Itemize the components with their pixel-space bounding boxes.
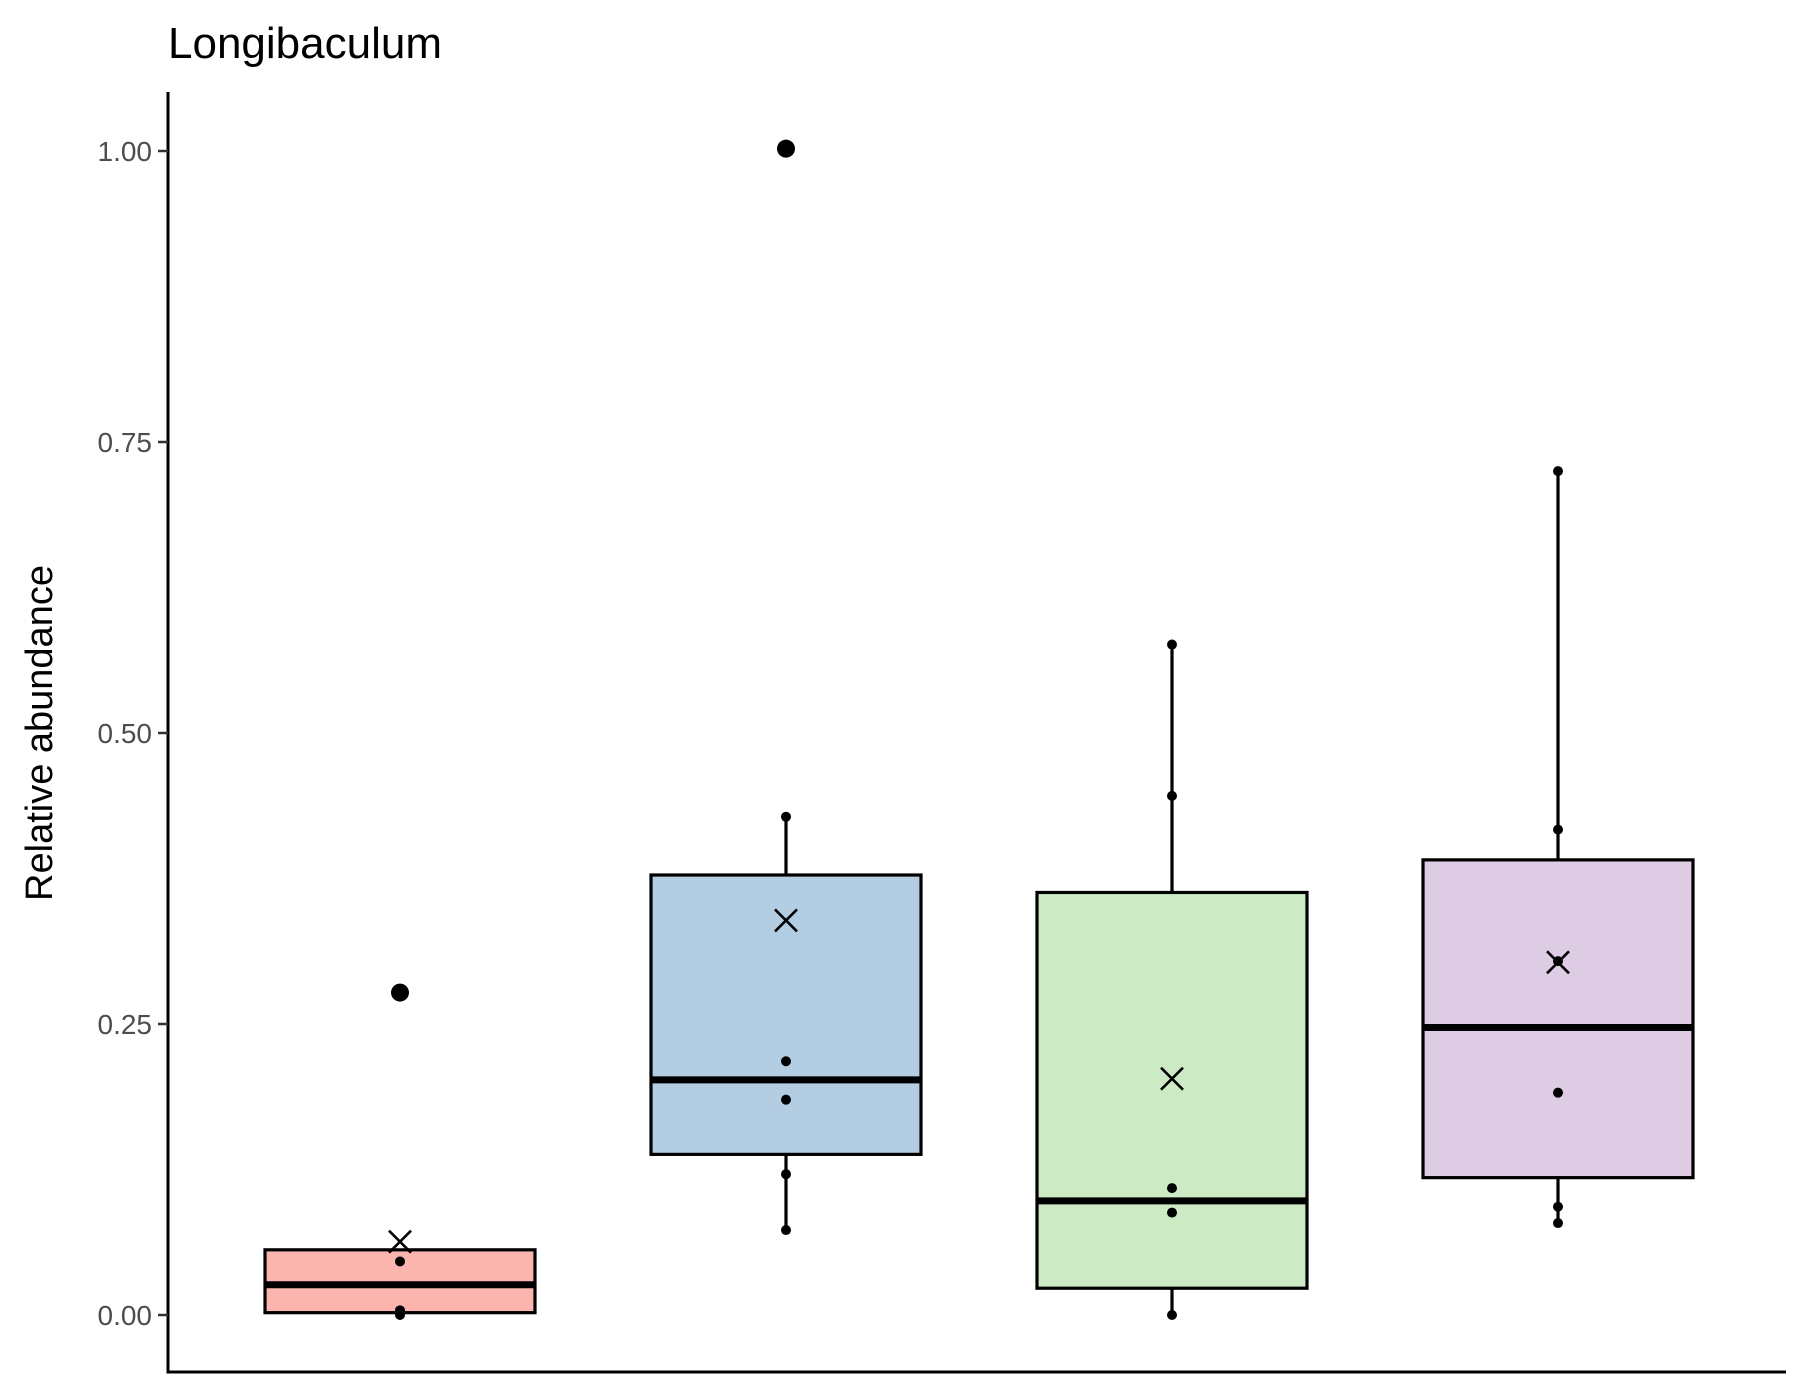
box [1035, 890, 1309, 1290]
mean-marker [1160, 1066, 1184, 1091]
data-point [1553, 824, 1563, 835]
mean-marker [1546, 950, 1570, 975]
mean-marker [774, 908, 798, 933]
box [649, 873, 923, 1156]
y-axis-label: Relative abundance [19, 565, 61, 901]
data-point [781, 811, 791, 822]
box [1421, 858, 1695, 1180]
data-point [395, 1305, 405, 1316]
data-point [781, 1056, 791, 1067]
outlier-point [777, 139, 795, 158]
data-point [1167, 790, 1177, 801]
data-point [1553, 1218, 1563, 1229]
data-point [395, 1256, 405, 1267]
outlier-point [391, 983, 409, 1002]
data-point [1167, 1183, 1177, 1194]
y-tick-label: 0.75 [98, 427, 153, 458]
plot-area: 0.00 0.25 0.50 0.75 1.00 [98, 92, 1786, 1374]
data-point [781, 1094, 791, 1105]
data-point [1553, 1201, 1563, 1212]
data-point [1553, 466, 1563, 477]
data-point [781, 1169, 791, 1180]
chart-title: Longibaculum [168, 19, 442, 68]
y-tick-label: 1.00 [98, 136, 153, 167]
data-point [1167, 1310, 1177, 1320]
y-tick-label: 0.00 [98, 1300, 153, 1331]
data-point [1167, 1207, 1177, 1218]
data-point [1553, 1087, 1563, 1098]
data-point [1167, 639, 1177, 650]
data-point [781, 1225, 791, 1236]
mean-marker [388, 1229, 412, 1254]
y-tick-label: 0.50 [98, 718, 153, 749]
y-tick-label: 0.25 [98, 1009, 153, 1040]
